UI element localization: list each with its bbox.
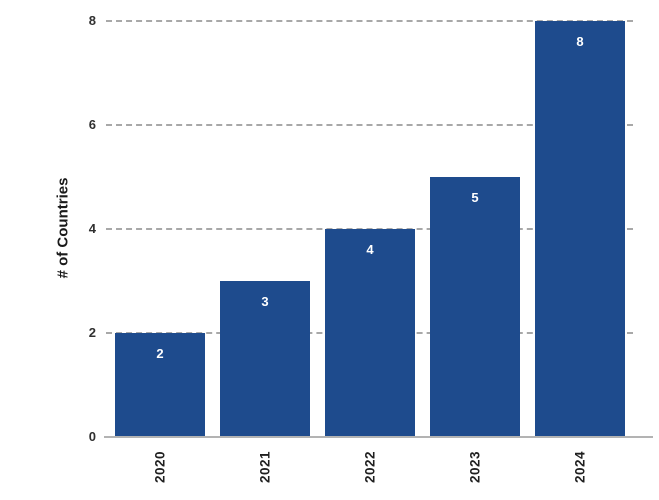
x-tick-label-text: 2023 xyxy=(467,450,483,484)
x-tick-label-text: 2024 xyxy=(572,450,588,484)
gridline-y6 xyxy=(106,124,633,126)
y-tick-label-4: 4 xyxy=(88,221,96,236)
x-tick-label-text: 2020 xyxy=(152,450,168,484)
bar-2021: 3 xyxy=(220,281,310,437)
x-axis-line xyxy=(104,436,653,438)
y-tick-label-2: 2 xyxy=(88,325,96,340)
bar-2020: 2 xyxy=(115,333,205,437)
gridline-y8 xyxy=(106,20,633,22)
y-tick-label-6: 6 xyxy=(88,117,96,132)
y-tick-label-0: 0 xyxy=(88,429,96,444)
bar-2024: 8 xyxy=(535,21,625,437)
bar-value-label-2023: 5 xyxy=(471,190,479,205)
bar-value-label-2024: 8 xyxy=(576,34,584,49)
x-tick-label-text: 2021 xyxy=(257,450,273,484)
bar-value-label-2022: 4 xyxy=(366,242,374,257)
bar-2023: 5 xyxy=(430,177,520,437)
y-tick-label-8: 8 xyxy=(88,13,96,28)
bar-2022: 4 xyxy=(325,229,415,437)
bar-value-label-2021: 3 xyxy=(261,294,269,309)
bar-value-label-2020: 2 xyxy=(156,346,164,361)
x-tick-label-text: 2022 xyxy=(362,450,378,484)
